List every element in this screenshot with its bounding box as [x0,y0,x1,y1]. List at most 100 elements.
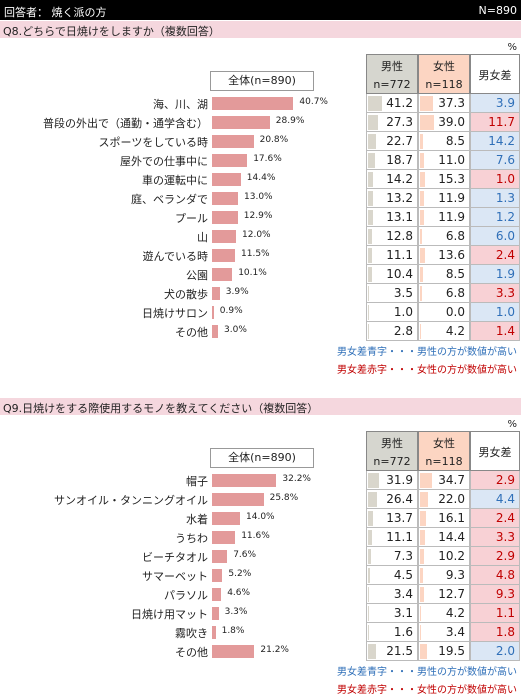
diff-value-cell: 7.6 [470,151,520,170]
male-value: 31.9 [386,473,413,487]
male-value: 41.2 [386,96,413,110]
male-value: 1.0 [394,305,413,319]
diff-value-cell: 2.9 [470,471,520,490]
percent-unit-label: % [507,419,517,430]
diff-value: 1.0 [496,172,515,186]
male-value: 1.6 [394,625,413,639]
female-value: 8.5 [446,134,465,148]
male-value-cell: 3.5 [366,284,418,303]
female-value-bar [420,248,425,263]
overall-bar [212,249,235,262]
diff-value: 1.2 [496,210,515,224]
female-value: 4.2 [446,324,465,338]
male-value-bar [368,134,376,149]
female-value-bar [420,644,427,659]
overall-value-label: 12.0% [242,230,271,240]
male-value-cell: 10.4 [366,265,418,284]
legend-note-blue: 男女差青字・・・男性の方が数値が高い [337,663,517,678]
female-value-cell: 13.6 [418,246,470,265]
male-value: 11.1 [386,530,413,544]
diff-value: 1.3 [496,191,515,205]
female-value-bar [420,511,426,526]
overall-sample-label: 全体(n=890) [210,448,314,468]
male-value-bar [368,644,376,659]
male-value: 22.7 [386,134,413,148]
male-value-cell: 11.1 [366,528,418,547]
header-bar: 回答者： 焼く派の方 N=890 [0,0,521,20]
female-value-bar [420,473,432,488]
overall-value-label: 13.0% [244,192,273,202]
category-label: その他 [175,324,208,340]
male-value-bar [368,172,373,187]
overall-value-label: 0.9% [220,306,243,316]
overall-value-label: 4.6% [227,588,250,598]
category-label: 日焼け用マット [131,606,208,622]
diff-value-cell: 4.8 [470,566,520,585]
diff-value-cell: 2.9 [470,547,520,566]
male-value-bar [368,115,378,130]
female-value: 22.0 [438,492,465,506]
female-value-bar [420,587,424,602]
overall-value-label: 11.6% [241,531,270,541]
diff-value: 11.7 [488,115,515,129]
male-value: 14.2 [386,172,413,186]
overall-value-label: 14.4% [247,173,276,183]
female-value: 39.0 [438,115,465,129]
male-value-cell: 12.8 [366,227,418,246]
female-value: 11.0 [438,153,465,167]
overall-bar [212,607,219,620]
female-value-cell: 6.8 [418,284,470,303]
male-value-cell: 13.1 [366,208,418,227]
female-value: 13.6 [438,248,465,262]
diff-value-cell: 9.3 [470,585,520,604]
respondent-label: 回答者： 焼く派の方 [4,4,107,20]
male-value: 4.5 [394,568,413,582]
female-value-bar [420,267,423,282]
diff-column-title: 男女差 [471,67,519,83]
female-value: 37.3 [438,96,465,110]
female-column-title: 女性 [419,435,469,451]
male-value: 3.4 [394,587,413,601]
overall-bar [212,173,241,186]
overall-bar [212,531,235,544]
overall-bar [212,230,236,243]
diff-value: 14.2 [488,134,515,148]
male-value-bar [368,248,372,263]
question-title-text: Q9.日焼けをする際使用するモノを教えてください（複数回答） [3,400,318,416]
male-value-bar [368,96,382,111]
female-value-cell: 12.7 [418,585,470,604]
female-value-cell: 10.2 [418,547,470,566]
male-value: 3.5 [394,286,413,300]
legend-note-red: 男女差赤字・・・女性の方が数値が高い [337,681,517,696]
diff-value: 7.6 [496,153,515,167]
overall-bar [212,550,227,563]
overall-value-label: 3.0% [224,325,247,335]
male-value-bar [368,210,373,225]
male-value-bar [368,191,373,206]
male-value-cell: 13.7 [366,509,418,528]
male-value-bar [368,267,372,282]
female-value-bar [420,134,423,149]
male-value-cell: 4.5 [366,566,418,585]
male-value-bar [368,473,379,488]
female-value-bar [420,115,434,130]
male-value: 26.4 [386,492,413,506]
diff-value-cell: 11.7 [470,113,520,132]
category-label: 犬の散歩 [164,286,208,302]
female-value-cell: 19.5 [418,642,470,661]
category-label: ビーチタオル [142,549,208,565]
diff-column-header: 男女差 [470,431,520,471]
overall-value-label: 10.1% [238,268,267,278]
male-value-bar [368,286,369,301]
female-value: 6.8 [446,229,465,243]
female-value-cell: 11.9 [418,208,470,227]
